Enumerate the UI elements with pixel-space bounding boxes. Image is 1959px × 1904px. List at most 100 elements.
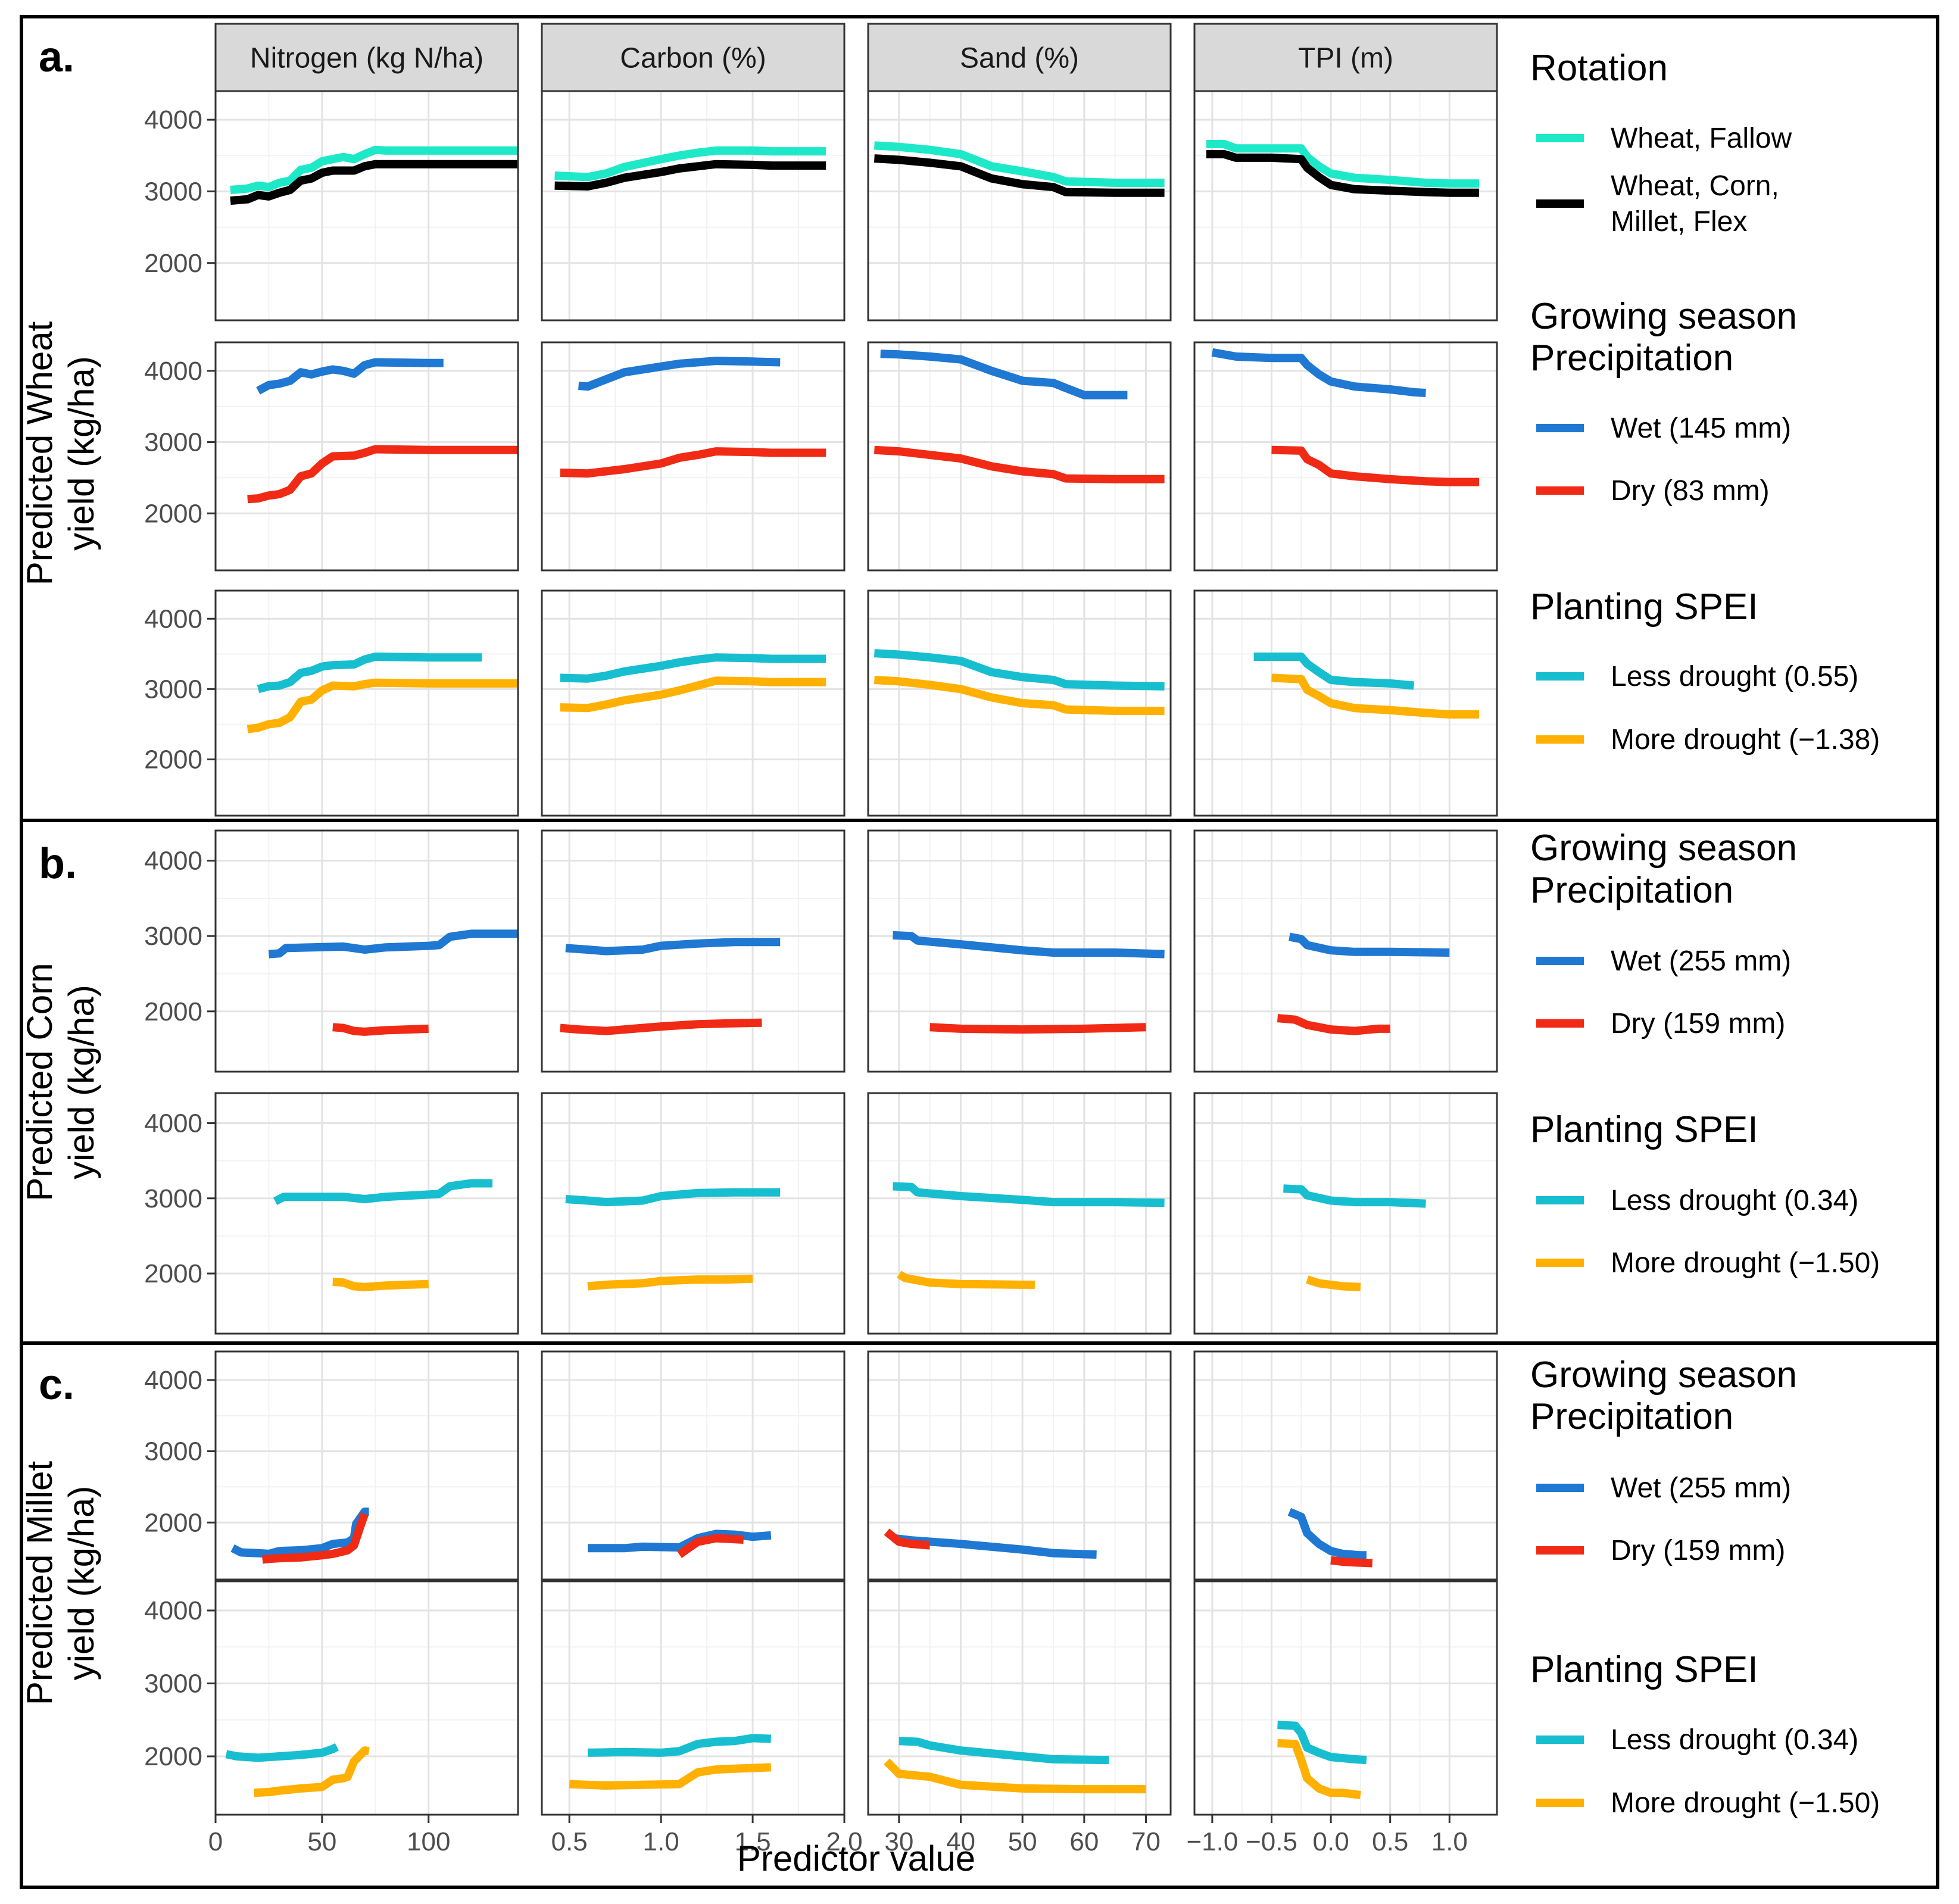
panel-border: [214, 829, 519, 1073]
series-line-2: [874, 445, 1165, 483]
series-line-2: [1306, 1275, 1361, 1291]
panel-background: [216, 591, 518, 816]
x-tick-label: 50: [307, 1827, 336, 1856]
y-tick-label: 3000: [144, 428, 202, 457]
y-axis-title-3: Predicted Millet yield (kg/ha): [20, 1461, 101, 1705]
legend-label: Less drought (0.34): [1611, 1724, 1858, 1756]
panel-border: [1193, 90, 1498, 322]
y-tick-label: 4000: [144, 357, 202, 386]
strip-header-1: [214, 23, 519, 92]
series-line-2: [874, 676, 1165, 715]
y-tick-label: 3000: [144, 177, 202, 206]
panel-background: [216, 1581, 518, 1815]
legend-label: Wet (255 mm): [1611, 1472, 1791, 1504]
panel-s3-r2-c3: [867, 1580, 1172, 1816]
section-border-3: [20, 1341, 1939, 1889]
y-tick-label: 2000: [144, 997, 202, 1026]
panel-border: [1193, 829, 1498, 1073]
panel-border: [541, 1580, 846, 1816]
series-line-1: [1253, 653, 1415, 690]
panel-s3-r1-c3: [867, 1350, 1172, 1581]
legend-title: Planting SPEI: [1530, 1649, 1758, 1690]
y-tick-label: 2000: [144, 745, 202, 775]
y-tick-label: 4000: [144, 847, 202, 876]
panel-border: [867, 1350, 1172, 1581]
strip-header-3: [867, 23, 1172, 92]
x-tick-label: 0.0: [1313, 1827, 1349, 1856]
y-axis-title-line: Predicted Corn: [20, 963, 60, 1201]
panel-s2-r1-c1: [214, 829, 519, 1073]
section-label-2: b.: [39, 840, 77, 888]
x-tick-label: −0.5: [1246, 1827, 1297, 1856]
legend-label: Wheat, Corn,: [1611, 170, 1779, 202]
panel-background: [868, 1093, 1171, 1334]
panel-s3-r2-c4: [1193, 1580, 1498, 1816]
panel-border: [541, 829, 846, 1073]
panel-border: [1193, 1092, 1498, 1335]
legend-title: Planting SPEI: [1530, 586, 1758, 628]
panel-background: [868, 91, 1171, 320]
y-axis-title-line: yield (kg/ha): [61, 985, 101, 1179]
y-tick-label: 3000: [144, 1437, 202, 1466]
series-line-2: [587, 1274, 753, 1291]
y-tick-label: 2000: [144, 1508, 202, 1537]
series-line-1: [230, 145, 518, 194]
series-line-1: [560, 653, 826, 683]
panel-s3-r1-c4: [1193, 1350, 1498, 1581]
legend-title: Planting SPEI: [1530, 1109, 1758, 1150]
legend-label: More drought (−1.38): [1611, 724, 1880, 756]
panel-border: [214, 90, 519, 322]
series-line-1: [899, 1737, 1109, 1765]
panel-background: [542, 91, 844, 320]
strip-label-4: TPI (m): [1298, 43, 1393, 74]
x-tick-label: 60: [1069, 1827, 1099, 1856]
panel-s1-r2-c4: [1193, 341, 1498, 572]
panel-s2-r2-c2: [541, 1092, 846, 1335]
panel-border: [541, 90, 846, 322]
series-line-2: [569, 1763, 772, 1790]
panel-border: [1193, 589, 1498, 817]
series-line-1: [1283, 1184, 1426, 1208]
strip-label-3: Sand (%): [960, 43, 1079, 74]
panel-s2-r1-c2: [541, 829, 846, 1073]
series-line-1: [268, 929, 518, 959]
panel-s1-r2-c1: [214, 341, 519, 572]
y-tick-label: 3000: [144, 1184, 202, 1213]
y-axis-title-line: Predicted Millet: [20, 1461, 60, 1705]
x-tick-label: 2.0: [826, 1827, 862, 1856]
panel-border: [214, 1092, 519, 1335]
y-tick-label: 3000: [144, 922, 202, 951]
legend-label: Less drought (0.34): [1611, 1185, 1858, 1216]
panel-border: [214, 1580, 519, 1816]
panel-background: [1194, 1351, 1497, 1580]
panel-border: [541, 341, 846, 572]
y-tick-label: 2000: [144, 1259, 202, 1288]
legend-label: Dry (159 mm): [1611, 1535, 1785, 1566]
legend-title: Growing season: [1530, 1354, 1797, 1396]
y-tick-label: 4000: [144, 1366, 202, 1395]
series-line-1: [230, 1507, 369, 1558]
panel-border: [867, 341, 1172, 572]
panel-background: [216, 1093, 518, 1334]
y-tick-label: 4000: [144, 1109, 202, 1138]
series-line-1: [1206, 140, 1480, 188]
strip-label-2: Carbon (%): [620, 43, 766, 74]
legend-title: Rotation: [1530, 48, 1668, 89]
y-tick-label: 3000: [144, 675, 202, 704]
panel-border: [867, 589, 1172, 817]
x-tick-label: 1.5: [734, 1827, 771, 1856]
panel-s1-r3-c1: [214, 589, 519, 817]
panel-s1-r3-c2: [541, 589, 846, 817]
series-line-1: [1289, 932, 1450, 957]
series-line-2: [332, 1023, 429, 1036]
panel-border: [541, 1350, 846, 1581]
y-tick-label: 4000: [144, 105, 202, 135]
strip-header-2: [541, 23, 846, 92]
x-tick-label: 1.0: [1431, 1827, 1468, 1856]
series-line-2: [1330, 1556, 1373, 1568]
panel-s2-r2-c1: [214, 1092, 519, 1335]
series-line-2: [884, 1528, 931, 1550]
legend-label: Wheat, Fallow: [1611, 123, 1792, 154]
panel-background: [1194, 342, 1497, 570]
legend-label: Dry (159 mm): [1611, 1008, 1785, 1040]
